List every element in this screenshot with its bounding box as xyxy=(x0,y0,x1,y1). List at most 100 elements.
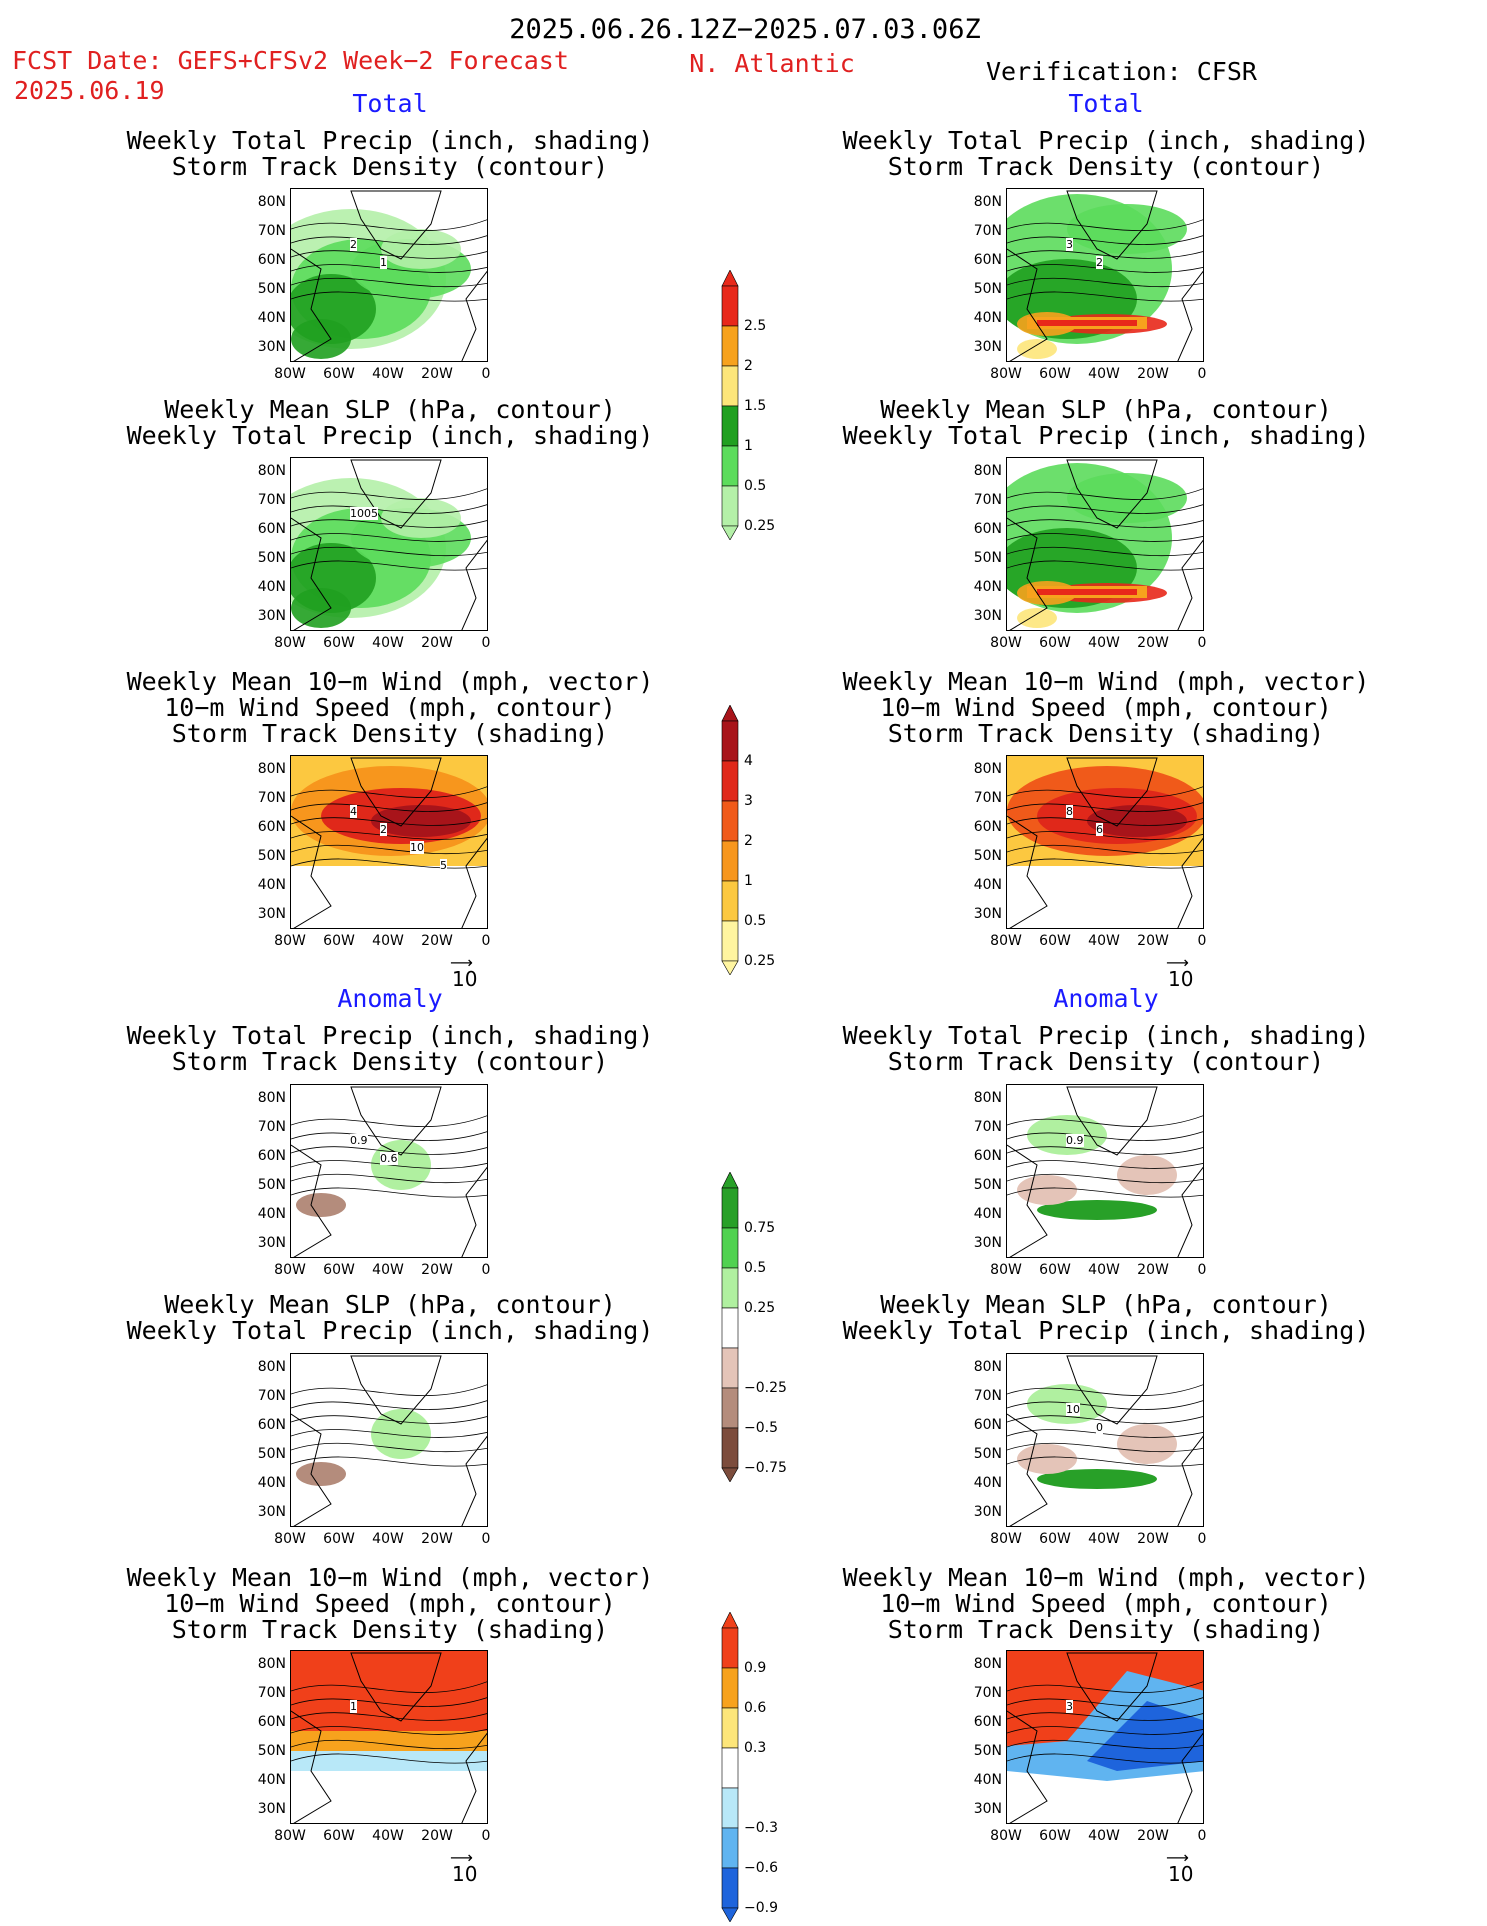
panel-title-line: Weekly Total Precip (inch, shading) xyxy=(842,1316,1370,1345)
lon-tick-label: 80W xyxy=(990,366,1022,382)
lon-tick-label: 40W xyxy=(372,933,404,949)
lat-tick-label: 50N xyxy=(257,1446,286,1462)
lat-tick-label: 40N xyxy=(973,1206,1002,1222)
fcst-date-value: 2025.06.19 xyxy=(14,76,165,105)
lat-tick-label: 40N xyxy=(973,310,1002,326)
contour-label: 3 xyxy=(1066,1700,1073,1713)
contour-label: 1005 xyxy=(350,507,378,520)
lat-tick-label: 80N xyxy=(973,1090,1002,1106)
lon-tick-label: 60W xyxy=(1039,1828,1071,1844)
section-anomaly-right: Anomaly xyxy=(1053,984,1159,1013)
colorbar-tick-label: 1 xyxy=(744,873,753,889)
colorbar-tick-label: 0.6 xyxy=(744,1700,767,1716)
contour-label: 1 xyxy=(380,256,387,269)
panel-title-line: Weekly Total Precip (inch, shading) xyxy=(126,126,654,155)
lon-tick-label: 80W xyxy=(274,366,306,382)
lon-tick-label: 0 xyxy=(1197,366,1207,382)
vector-arrow-icon: ⟶ xyxy=(1166,953,1189,972)
lon-tick-label: 40W xyxy=(1088,635,1120,651)
lat-tick-label: 70N xyxy=(257,790,286,806)
lon-tick-label: 40W xyxy=(372,1828,404,1844)
contour-label: 0.9 xyxy=(350,1134,368,1147)
contour-label: 0.6 xyxy=(380,1152,398,1165)
lon-tick-label: 80W xyxy=(274,1531,306,1547)
map-panel xyxy=(1006,755,1204,929)
colorbar-tick-label: 2 xyxy=(744,358,753,374)
lon-tick-label: 80W xyxy=(274,635,306,651)
lat-tick-label: 40N xyxy=(973,579,1002,595)
lon-tick-label: 80W xyxy=(990,1531,1022,1547)
panel-title-line: Storm Track Density (contour) xyxy=(887,1047,1325,1076)
period-title: 2025.06.26.12Z−2025.07.03.06Z xyxy=(509,14,981,45)
map-panel xyxy=(290,755,488,929)
lon-tick-label: 60W xyxy=(1039,366,1071,382)
lat-tick-label: 70N xyxy=(973,1685,1002,1701)
lat-tick-label: 80N xyxy=(973,1656,1002,1672)
lon-tick-label: 20W xyxy=(1137,1828,1169,1844)
lat-tick-label: 30N xyxy=(257,339,286,355)
lon-tick-label: 40W xyxy=(372,1531,404,1547)
lon-tick-label: 0 xyxy=(481,366,491,382)
lon-tick-label: 20W xyxy=(421,1262,453,1278)
panel-title-line: Weekly Total Precip (inch, shading) xyxy=(842,126,1370,155)
panel-title-line: Weekly Mean 10−m Wind (mph, vector) xyxy=(126,1563,654,1592)
fcst-date-label: FCST Date: GEFS+CFSv2 Week−2 Forecast xyxy=(12,46,569,75)
lon-tick-label: 40W xyxy=(372,635,404,651)
lat-tick-label: 60N xyxy=(973,1417,1002,1433)
contour-label: 6 xyxy=(1096,823,1103,836)
colorbar-tick-label: 1 xyxy=(744,438,753,454)
lon-tick-label: 40W xyxy=(372,366,404,382)
lat-tick-label: 60N xyxy=(257,1714,286,1730)
vector-reference-label: 10 xyxy=(452,1862,478,1886)
lon-tick-label: 40W xyxy=(1088,1262,1120,1278)
panel-title-line: Weekly Total Precip (inch, shading) xyxy=(126,1316,654,1345)
lat-tick-label: 60N xyxy=(973,1148,1002,1164)
lon-tick-label: 60W xyxy=(323,1262,355,1278)
lat-tick-label: 30N xyxy=(973,1504,1002,1520)
lon-tick-label: 0 xyxy=(1197,1262,1207,1278)
panel-title-line: 10−m Wind Speed (mph, contour) xyxy=(164,1589,616,1618)
lon-tick-label: 20W xyxy=(1137,933,1169,949)
lat-tick-label: 40N xyxy=(973,1772,1002,1788)
panel-title-line: Weekly Mean 10−m Wind (mph, vector) xyxy=(842,667,1370,696)
lon-tick-label: 40W xyxy=(1088,1828,1120,1844)
panel-title-line: Weekly Total Precip (inch, shading) xyxy=(842,1021,1370,1050)
lat-tick-label: 50N xyxy=(257,550,286,566)
colorbar-tick-label: 2 xyxy=(744,833,753,849)
lon-tick-label: 20W xyxy=(1137,1262,1169,1278)
lon-tick-label: 60W xyxy=(323,1828,355,1844)
verification-label: Verification: CFSR xyxy=(986,57,1257,86)
colorbar-tick-label: 0.25 xyxy=(744,518,776,534)
map-panel xyxy=(1006,1353,1204,1527)
lat-tick-label: 80N xyxy=(973,1359,1002,1375)
panel-title-line: Storm Track Density (shading) xyxy=(171,1615,609,1644)
lon-tick-label: 0 xyxy=(481,635,491,651)
lon-tick-label: 20W xyxy=(1137,366,1169,382)
lat-tick-label: 50N xyxy=(257,848,286,864)
colorbar-tick-label: −0.6 xyxy=(744,1860,778,1876)
lat-tick-label: 30N xyxy=(973,1235,1002,1251)
lat-tick-label: 60N xyxy=(257,1417,286,1433)
lat-tick-label: 50N xyxy=(973,848,1002,864)
lat-tick-label: 80N xyxy=(973,194,1002,210)
lon-tick-label: 60W xyxy=(323,1531,355,1547)
lat-tick-label: 60N xyxy=(973,1714,1002,1730)
panel-title-line: Weekly Total Precip (inch, shading) xyxy=(126,421,654,450)
map-panel xyxy=(1006,1650,1204,1824)
lat-tick-label: 30N xyxy=(257,608,286,624)
lat-tick-label: 60N xyxy=(973,819,1002,835)
panel-title-line: Weekly Mean 10−m Wind (mph, vector) xyxy=(842,1563,1370,1592)
lat-tick-label: 70N xyxy=(257,1119,286,1135)
lon-tick-label: 60W xyxy=(1039,635,1071,651)
panel-title-line: Storm Track Density (contour) xyxy=(887,152,1325,181)
lon-tick-label: 20W xyxy=(421,635,453,651)
lat-tick-label: 40N xyxy=(257,1206,286,1222)
vector-reference-label: 10 xyxy=(1168,1862,1194,1886)
map-panel xyxy=(290,1084,488,1258)
colorbar-std_anom xyxy=(720,1611,740,1926)
lat-tick-label: 60N xyxy=(257,819,286,835)
lat-tick-label: 40N xyxy=(257,310,286,326)
colorbar-tick-label: 0.3 xyxy=(744,1740,767,1756)
map-panel xyxy=(290,188,488,362)
colorbar-tick-label: −0.25 xyxy=(744,1380,787,1396)
